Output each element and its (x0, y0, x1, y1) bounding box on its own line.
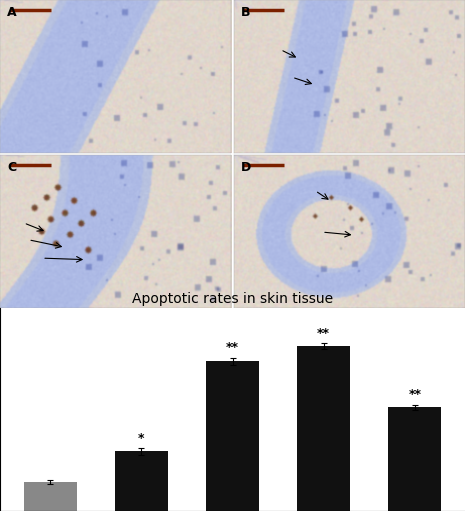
Text: A: A (7, 6, 17, 19)
Text: *: * (138, 432, 145, 445)
Bar (206, 361, 259, 511)
Text: C: C (7, 161, 16, 174)
Bar (24, 482, 77, 511)
Bar (115, 451, 168, 511)
Bar (297, 346, 350, 511)
Bar (388, 407, 441, 511)
Title: Apoptotic rates in skin tissue: Apoptotic rates in skin tissue (132, 292, 333, 306)
Text: **: ** (226, 341, 239, 355)
Text: **: ** (317, 327, 330, 340)
Text: B: B (240, 6, 250, 19)
Text: **: ** (408, 388, 421, 401)
Text: D: D (240, 161, 251, 174)
